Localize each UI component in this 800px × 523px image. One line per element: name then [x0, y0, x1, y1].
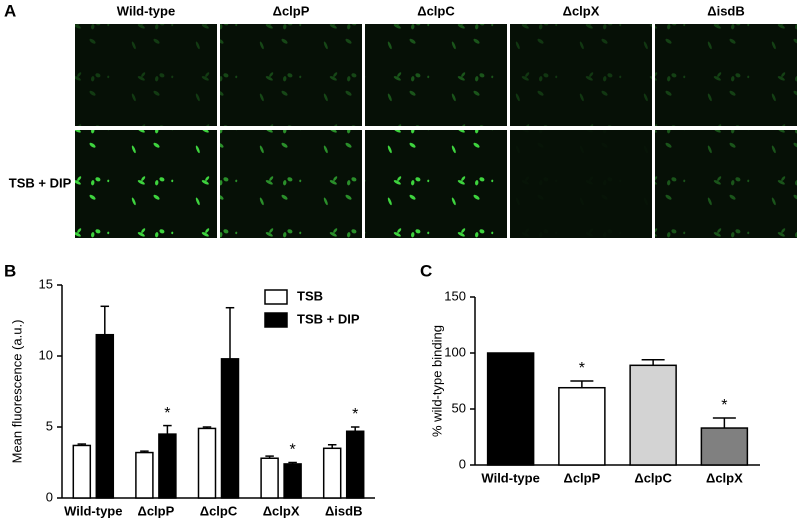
- micrograph: [365, 24, 507, 126]
- error-bar: [100, 305, 110, 335]
- x-tick-label: ΔclpX: [706, 470, 743, 485]
- bar: [283, 463, 302, 499]
- micrograph: [220, 24, 362, 126]
- legend-swatch: [264, 312, 288, 328]
- micrograph: [510, 24, 652, 126]
- y-tick-label: 150: [444, 288, 466, 303]
- error-bar: [712, 417, 736, 429]
- error-bar: [163, 424, 172, 435]
- bar: [558, 386, 606, 466]
- significance-mark: *: [289, 442, 295, 459]
- micrograph-signal: [220, 24, 362, 126]
- bar: [345, 430, 365, 499]
- y-tick-label: 5: [46, 418, 53, 433]
- micrograph-signal: [510, 24, 652, 126]
- panel-label: C: [420, 261, 432, 280]
- micrograph: [655, 24, 797, 126]
- legend-swatch: [264, 289, 288, 305]
- significance-mark: *: [721, 397, 727, 414]
- x-tick-label: ΔclpC: [634, 470, 672, 485]
- legend-label: TSB: [297, 288, 323, 303]
- bar: [135, 451, 154, 499]
- x-tick-label: ΔclpP: [137, 503, 174, 518]
- bar: [260, 457, 279, 499]
- micrograph: [75, 130, 217, 238]
- micrograph-signal: [75, 130, 217, 238]
- y-tick-label: 10: [39, 347, 53, 362]
- error-bar: [327, 444, 337, 449]
- micrograph-signal: [510, 130, 652, 238]
- micrograph: [365, 130, 507, 238]
- significance-mark: *: [352, 406, 358, 423]
- bar: [700, 427, 749, 466]
- significance-mark: *: [164, 405, 170, 422]
- bar: [322, 447, 342, 499]
- micrograph: [510, 130, 652, 238]
- error-bar: [202, 426, 212, 429]
- y-tick-label: 15: [39, 276, 53, 291]
- column-header: ΔisdB: [707, 3, 745, 18]
- error-bar: [77, 443, 87, 446]
- micrograph-signal: [75, 24, 217, 126]
- y-axis-label: Mean fluorescence (a.u.): [9, 320, 24, 464]
- error-bar: [140, 450, 149, 453]
- micrograph-signal: [220, 130, 362, 238]
- micrograph-signal: [655, 130, 797, 238]
- significance-mark: *: [579, 360, 585, 377]
- micrograph: [655, 130, 797, 238]
- x-tick-label: Wild-type: [64, 503, 122, 518]
- micrograph-bg: [510, 130, 652, 238]
- y-tick-label: 50: [452, 400, 466, 415]
- legend-label: TSB + DIP: [297, 311, 360, 326]
- x-tick-label: ΔclpX: [263, 503, 300, 518]
- x-tick-label: ΔclpP: [563, 470, 600, 485]
- x-tick-label: ΔclpC: [200, 503, 238, 518]
- bar: [486, 352, 535, 466]
- bar: [72, 444, 92, 499]
- y-tick-label: 0: [459, 456, 466, 471]
- panel-label: B: [4, 261, 16, 280]
- micrograph: [220, 130, 362, 238]
- error-bar: [641, 358, 665, 366]
- micrograph-signal: [365, 130, 507, 238]
- y-axis-label: % wild-type binding: [429, 325, 444, 437]
- column-header: ΔclpX: [563, 3, 600, 18]
- bar: [158, 433, 177, 499]
- micrograph-signal: [365, 24, 507, 126]
- row-label: TSB + DIP: [9, 175, 72, 190]
- bar: [197, 427, 217, 499]
- error-bar: [350, 426, 360, 432]
- panel-label: A: [4, 1, 16, 20]
- error-bar: [225, 306, 235, 359]
- error-bar: [265, 455, 274, 459]
- column-header: ΔclpP: [273, 3, 310, 18]
- micrograph-signal: [655, 24, 797, 126]
- error-bar: [570, 380, 594, 388]
- x-tick-label: ΔisdB: [325, 503, 363, 518]
- column-header: ΔclpC: [417, 3, 455, 18]
- micrograph: [75, 24, 217, 126]
- column-header: Wild-type: [117, 3, 175, 18]
- x-tick-label: Wild-type: [481, 470, 539, 485]
- bar: [629, 364, 677, 466]
- error-bar: [288, 461, 297, 464]
- y-tick-label: 100: [444, 344, 466, 359]
- bar: [220, 358, 240, 499]
- y-tick-label: 0: [46, 489, 53, 504]
- bar: [95, 333, 115, 499]
